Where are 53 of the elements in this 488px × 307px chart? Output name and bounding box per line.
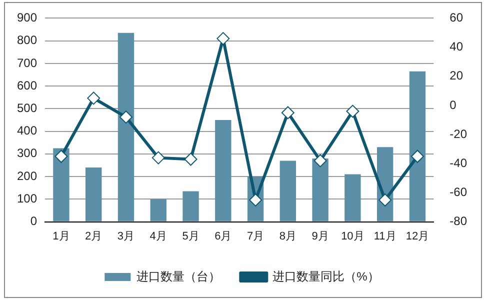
y2-tick-label: 40 bbox=[450, 40, 464, 54]
x-tick-label: 3月 bbox=[117, 230, 135, 242]
y-tick-label: 100 bbox=[16, 191, 38, 206]
y2-tick-label: 0 bbox=[450, 98, 457, 112]
y-tick-label: 400 bbox=[16, 124, 38, 138]
y-tick-label: 700 bbox=[16, 56, 38, 70]
x-tick-label: 4月 bbox=[150, 230, 167, 242]
legend-label: 进口数量同比（%） bbox=[272, 269, 380, 284]
y-tick-label: 600 bbox=[16, 78, 38, 92]
bar bbox=[280, 160, 296, 222]
y2-tick-label: 60 bbox=[450, 10, 464, 25]
point bbox=[378, 193, 392, 206]
y2-tick-label: -80 bbox=[450, 214, 468, 228]
x-tick-label: 6月 bbox=[214, 230, 232, 242]
bar bbox=[118, 32, 134, 222]
y2-tick-label: -20 bbox=[450, 126, 468, 141]
bar bbox=[409, 71, 426, 222]
x-tick-label: 5月 bbox=[182, 230, 200, 242]
bar bbox=[150, 199, 166, 222]
point bbox=[152, 151, 165, 164]
point bbox=[281, 106, 294, 120]
x-tick-label: 9月 bbox=[312, 230, 329, 242]
y-tick-label: 300 bbox=[16, 146, 38, 160]
bar bbox=[344, 174, 361, 222]
point bbox=[314, 154, 327, 168]
bar bbox=[215, 120, 232, 222]
y-tick-label: 500 bbox=[16, 101, 38, 115]
y-tick-label: 200 bbox=[16, 168, 38, 183]
y-tick-label: 900 bbox=[16, 10, 38, 25]
point bbox=[184, 152, 198, 166]
x-tick-label: 1月 bbox=[52, 230, 70, 242]
point bbox=[216, 32, 230, 46]
y2-tick-label: 20 bbox=[450, 68, 464, 83]
point bbox=[119, 110, 132, 124]
y-tick-label: 0 bbox=[30, 214, 38, 228]
bar bbox=[53, 148, 70, 222]
bar bbox=[182, 191, 199, 222]
x-tick-label: 11月 bbox=[374, 230, 396, 242]
x-tick-label: 7月 bbox=[246, 230, 264, 242]
x-tick-label: 12月 bbox=[406, 230, 430, 242]
bar bbox=[312, 158, 328, 222]
point bbox=[54, 150, 68, 163]
bar bbox=[86, 168, 102, 222]
point bbox=[346, 104, 360, 118]
y2-tick-label: -40 bbox=[450, 156, 468, 170]
x-tick-label: 8月 bbox=[279, 230, 296, 242]
x-tick-label: 2月 bbox=[85, 230, 102, 242]
x-tick-label: 10月 bbox=[341, 230, 364, 242]
y-tick-label: 800 bbox=[16, 33, 38, 48]
point bbox=[410, 150, 424, 163]
point bbox=[87, 92, 100, 105]
y2-tick-label: -60 bbox=[450, 185, 468, 200]
legend-label: 进口数量（台） bbox=[136, 269, 221, 284]
